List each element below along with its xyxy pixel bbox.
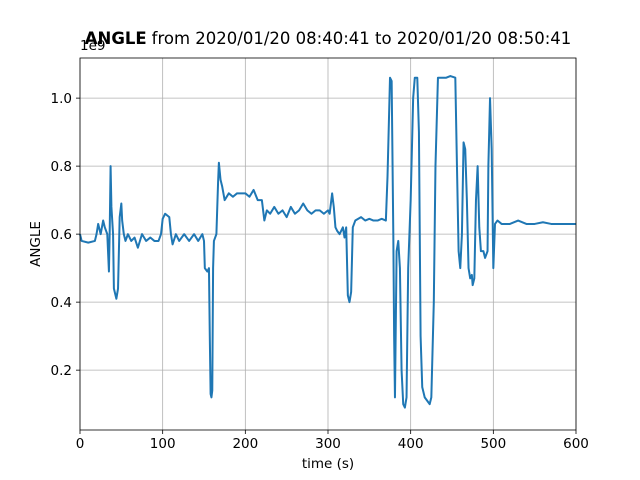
plot-frame — [79, 57, 577, 431]
x-tick-label: 400 — [398, 436, 424, 452]
x-tick-label: 100 — [150, 436, 176, 452]
y-tick-label: 0.6 — [51, 227, 72, 243]
x-tick-label: 200 — [232, 436, 258, 452]
x-tick-label: 600 — [563, 436, 589, 452]
data-line — [79, 75, 576, 409]
x-axis-label: time (s) — [302, 456, 354, 472]
y-tick-label: 1.0 — [51, 91, 72, 107]
title-bold: ANGLE — [85, 29, 147, 48]
y-tick-label: 0.4 — [51, 295, 72, 311]
y-tick-label: 0.8 — [51, 159, 72, 175]
title-rest: from 2020/01/20 08:40:41 to 2020/01/20 0… — [152, 29, 572, 48]
y-axis-label: ANGLE — [28, 221, 44, 267]
x-tick-label: 500 — [480, 436, 506, 452]
offset-label: 1e9 — [80, 38, 105, 54]
y-tick-label: 0.2 — [51, 363, 72, 379]
chart-title: ANGLE from 2020/01/20 08:40:41 to 2020/01… — [85, 29, 572, 48]
x-tick-label: 300 — [315, 436, 341, 452]
x-tick-label: 0 — [76, 436, 85, 452]
